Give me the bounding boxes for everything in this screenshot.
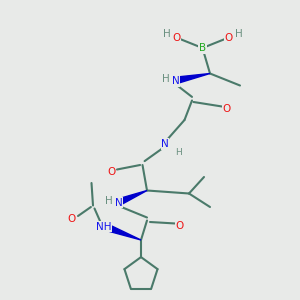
Text: O: O xyxy=(68,214,76,224)
Text: N: N xyxy=(161,139,169,149)
Text: H: H xyxy=(163,28,170,39)
Text: O: O xyxy=(172,33,180,43)
Text: O: O xyxy=(222,104,231,115)
Text: H: H xyxy=(235,28,242,39)
Text: B: B xyxy=(199,43,206,53)
Text: O: O xyxy=(225,33,233,43)
Text: NH: NH xyxy=(96,221,111,232)
Text: H: H xyxy=(175,148,182,157)
Text: N: N xyxy=(172,76,180,86)
Text: O: O xyxy=(176,220,184,231)
Text: H: H xyxy=(105,196,113,206)
Text: H: H xyxy=(162,74,170,85)
Polygon shape xyxy=(118,190,147,205)
Polygon shape xyxy=(176,74,210,84)
Text: O: O xyxy=(107,167,115,177)
Text: N: N xyxy=(115,197,123,208)
Polygon shape xyxy=(106,224,141,240)
